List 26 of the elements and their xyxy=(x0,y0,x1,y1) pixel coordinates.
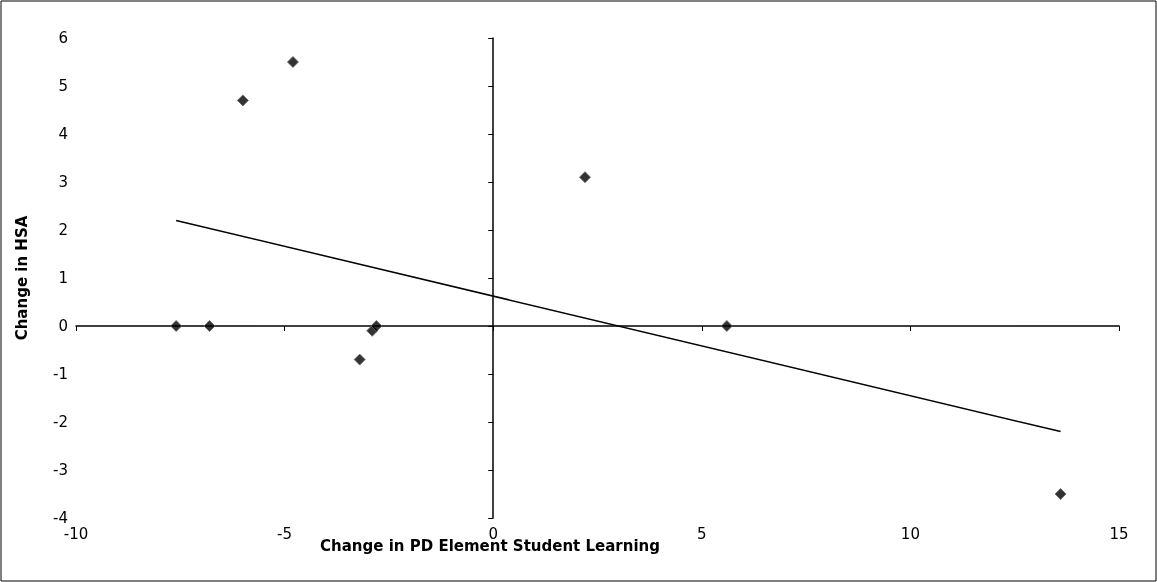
point xyxy=(1054,488,1067,500)
point xyxy=(720,320,733,332)
x-tick-label: 15 xyxy=(1109,524,1129,543)
point xyxy=(286,56,299,68)
y-tick-label: 2 xyxy=(58,221,68,239)
point xyxy=(370,320,383,332)
point xyxy=(203,320,216,332)
y-tick-label: 0 xyxy=(58,317,68,335)
y-axis-title: Change in HSA xyxy=(13,215,31,341)
x-tick-label: 10 xyxy=(900,524,920,543)
y-tick-label: 3 xyxy=(58,173,68,191)
y-tick-label: 4 xyxy=(58,125,68,143)
y-tick-label: -1 xyxy=(53,365,68,383)
y-tick-label: -2 xyxy=(53,413,68,431)
point xyxy=(236,94,249,107)
point xyxy=(578,171,591,184)
y-tick-label: 1 xyxy=(58,269,68,287)
y-tick-label: 5 xyxy=(58,77,68,95)
point xyxy=(170,320,183,332)
x-tick-label: -5 xyxy=(277,524,293,543)
x-tick-label: -10 xyxy=(63,524,89,543)
point xyxy=(353,353,366,366)
x-tick-label: 5 xyxy=(697,524,707,543)
y-tick-label: 6 xyxy=(58,29,68,47)
y-tick-label: -3 xyxy=(53,461,68,479)
y-tick-label: -4 xyxy=(53,509,68,527)
